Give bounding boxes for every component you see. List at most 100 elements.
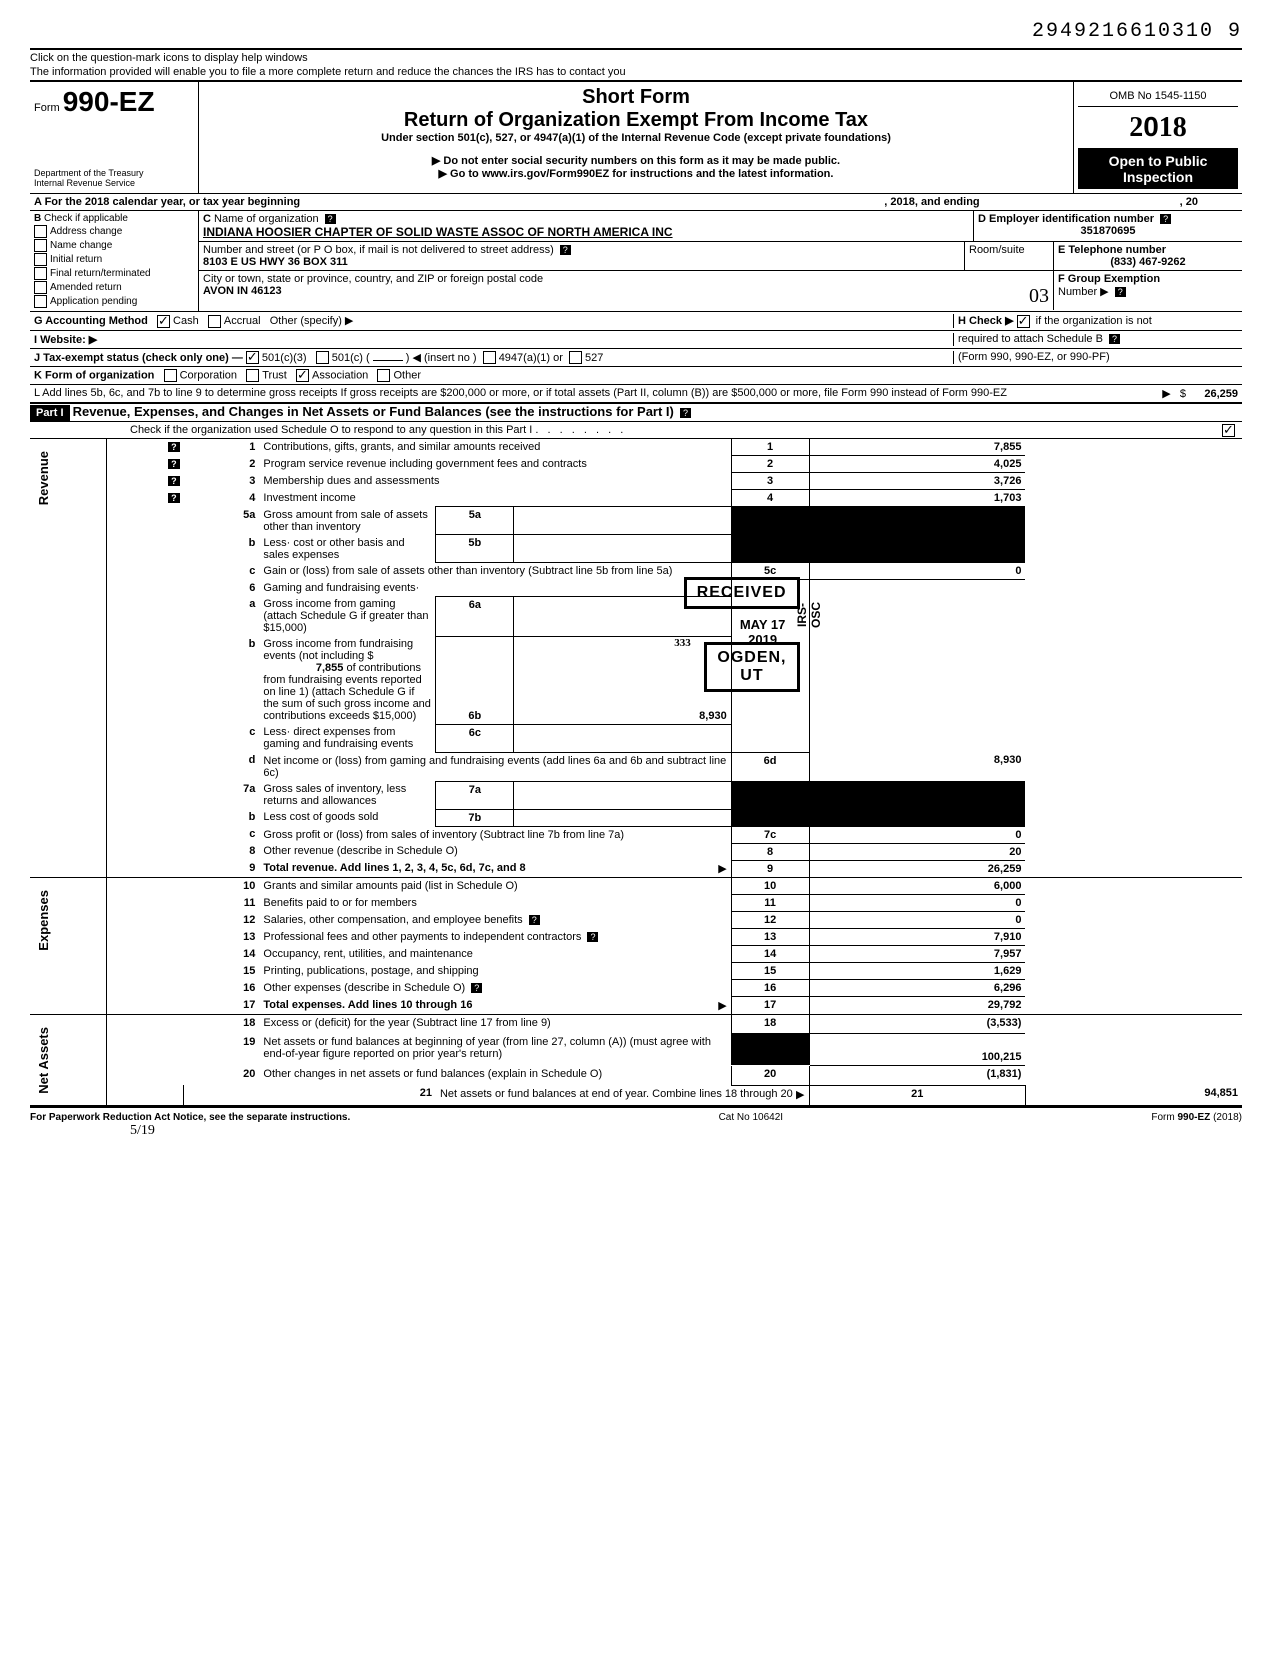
ein: 351870695 <box>978 225 1238 237</box>
line-7a-num: 7a <box>184 781 260 809</box>
line-15-amt: 1,629 <box>809 963 1025 980</box>
hand-03: 03 <box>1029 285 1049 308</box>
line-6b-inline: 7,855 <box>263 662 343 674</box>
help-icon[interactable]: ? <box>1115 287 1126 297</box>
checkbox-schedule-o[interactable] <box>1222 424 1235 437</box>
line-14-amt: 7,957 <box>809 946 1025 963</box>
line-5c-amt: 0 <box>809 563 1025 580</box>
help-icon[interactable]: ? <box>1160 214 1171 224</box>
help-icon[interactable]: ? <box>680 408 691 418</box>
c-label: C <box>203 213 211 225</box>
note-goto: ▶ Go to www.irs.gov/Form990EZ for instru… <box>203 167 1069 180</box>
open-to-public: Open to Public Inspection <box>1078 149 1238 189</box>
part1-title: Revenue, Expenses, and Changes in Net As… <box>73 404 674 419</box>
checkbox-assoc[interactable] <box>296 369 309 382</box>
line-3-num: 3 <box>184 473 260 490</box>
b-item-1: Name change <box>50 240 112 251</box>
footer-hand: 5/19 <box>130 1123 1242 1139</box>
line-13-desc: Professional fees and other payments to … <box>263 931 581 943</box>
l-amount: 26,259 <box>1204 388 1238 400</box>
b-item-3: Final return/terminated <box>50 268 151 279</box>
help-icon[interactable]: ? <box>587 932 598 942</box>
omb-number: OMB No 1545-1150 <box>1078 86 1238 107</box>
line-7a-desc: Gross sales of inventory, less returns a… <box>263 783 406 807</box>
checkbox-initial-return[interactable] <box>34 253 47 266</box>
line-4-numcol: 4 <box>731 490 809 507</box>
g-cash: Cash <box>173 315 199 327</box>
b-check-label: Check if applicable <box>44 213 128 224</box>
checkbox-final-return[interactable] <box>34 267 47 280</box>
checkbox-pending[interactable] <box>34 295 47 308</box>
b-item-4: Amended return <box>50 282 122 293</box>
line-21-amt: 94,851 <box>1025 1085 1242 1106</box>
line-16-num: 16 <box>184 980 260 997</box>
line-12-amt: 0 <box>809 912 1025 929</box>
note-ssn: ▶ Do not enter social security numbers o… <box>203 154 1069 167</box>
checkbox-trust[interactable] <box>246 369 259 382</box>
help-icon[interactable]: ? <box>168 493 180 503</box>
help-icon[interactable]: ? <box>1109 334 1120 344</box>
checkbox-h[interactable] <box>1017 315 1030 328</box>
dept-irs: Internal Revenue Service <box>34 178 194 188</box>
line-5b-num: b <box>184 535 260 563</box>
line-6b-hand: 333 <box>674 637 691 649</box>
netassets-side-label: Net Assets <box>34 1017 53 1104</box>
line-7b-desc: Less cost of goods sold <box>263 811 378 823</box>
checkbox-4947[interactable] <box>483 351 496 364</box>
line-18-desc: Excess or (deficit) for the year (Subtra… <box>263 1017 550 1029</box>
b-item-0: Address change <box>50 226 122 237</box>
e-label: E Telephone number <box>1058 244 1166 256</box>
line-1-num: 1 <box>184 439 260 456</box>
checkbox-other[interactable] <box>377 369 390 382</box>
help-icon[interactable]: ? <box>529 915 540 925</box>
checkbox-cash[interactable] <box>157 315 170 328</box>
checkbox-527[interactable] <box>569 351 582 364</box>
checkbox-501c3[interactable] <box>246 351 259 364</box>
line-8-amt: 20 <box>809 843 1025 860</box>
line-8-numcol: 8 <box>731 843 809 860</box>
help-icon[interactable]: ? <box>471 983 482 993</box>
footer-mid: Cat No 10642I <box>719 1112 784 1123</box>
help-icon[interactable]: ? <box>325 214 336 224</box>
line-5a-sn: 5a <box>436 507 514 535</box>
line-10-amt: 6,000 <box>809 878 1025 895</box>
line-21-num: 21 <box>259 1085 436 1106</box>
line-6d-num: d <box>184 752 260 781</box>
b-item-2: Initial return <box>50 254 102 265</box>
line-7a-sa <box>514 781 731 809</box>
line-9-arrow: ▶ <box>718 862 726 875</box>
checkbox-501c[interactable] <box>316 351 329 364</box>
line-6c-sa <box>514 724 731 752</box>
stamp-received: RECEIVED <box>684 577 800 609</box>
line-20-num: 20 <box>184 1066 260 1085</box>
street: 8103 E US HWY 36 BOX 311 <box>203 256 348 268</box>
footer-right: 990-EZ <box>1178 1112 1211 1123</box>
checkbox-accrual[interactable] <box>208 315 221 328</box>
checkbox-corp[interactable] <box>164 369 177 382</box>
line-20-desc: Other changes in net assets or fund bala… <box>263 1068 602 1080</box>
line-2-num: 2 <box>184 456 260 473</box>
j-label: J Tax-exempt status (check only one) — <box>34 352 243 364</box>
revenue-side-label: Revenue <box>34 441 53 515</box>
line-20-amt: (1,831) <box>809 1066 1025 1085</box>
line-9-desc: Total revenue. Add lines 1, 2, 3, 4, 5c,… <box>263 862 525 874</box>
line-7c-desc: Gross profit or (loss) from sales of inv… <box>263 829 624 841</box>
g-other: Other (specify) ▶ <box>270 315 354 327</box>
line-1-desc: Contributions, gifts, grants, and simila… <box>263 441 540 453</box>
line-10-numcol: 10 <box>731 878 809 895</box>
k-label: K Form of organization <box>34 370 154 382</box>
line-16-desc: Other expenses (describe in Schedule O) <box>263 982 465 994</box>
help-icon[interactable]: ? <box>168 476 180 486</box>
line-5b-sn: 5b <box>436 535 514 563</box>
h-text1: H Check ▶ <box>958 315 1014 327</box>
checkbox-amended[interactable] <box>34 281 47 294</box>
line-7c-numcol: 7c <box>731 826 809 843</box>
checkbox-address-change[interactable] <box>34 225 47 238</box>
help-icon[interactable]: ? <box>168 442 180 452</box>
j-opt3: 4947(a)(1) or <box>499 352 563 364</box>
help-icon[interactable]: ? <box>560 245 571 255</box>
checkbox-name-change[interactable] <box>34 239 47 252</box>
line-1-amt: 7,855 <box>809 439 1025 456</box>
help-icon[interactable]: ? <box>168 459 180 469</box>
c-name-label: Name of organization <box>214 213 319 225</box>
